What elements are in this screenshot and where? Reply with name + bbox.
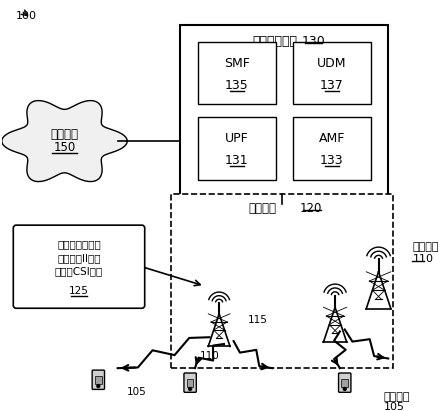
FancyBboxPatch shape: [293, 42, 371, 104]
Text: 133: 133: [320, 155, 344, 167]
Text: 110: 110: [412, 254, 433, 264]
FancyBboxPatch shape: [342, 379, 348, 386]
FancyBboxPatch shape: [95, 376, 101, 383]
FancyBboxPatch shape: [198, 42, 276, 104]
Text: 移动核心网络: 移动核心网络: [252, 35, 297, 48]
FancyBboxPatch shape: [171, 194, 393, 368]
Polygon shape: [2, 101, 127, 182]
Text: 137: 137: [320, 79, 344, 92]
Text: 135: 135: [225, 79, 249, 92]
Circle shape: [97, 385, 100, 388]
FancyBboxPatch shape: [187, 379, 194, 386]
Circle shape: [343, 388, 346, 390]
Text: 接入网络: 接入网络: [249, 202, 276, 215]
Text: 使用利用多级量
化的类型II码本
压缩的CSI反馈: 使用利用多级量 化的类型II码本 压缩的CSI反馈: [55, 240, 103, 276]
FancyBboxPatch shape: [184, 373, 196, 393]
Text: 100: 100: [16, 11, 37, 21]
Text: 115: 115: [248, 315, 268, 325]
Text: 105: 105: [127, 388, 147, 397]
Text: 105: 105: [383, 402, 404, 411]
FancyBboxPatch shape: [92, 370, 105, 389]
FancyBboxPatch shape: [180, 25, 388, 204]
FancyBboxPatch shape: [198, 117, 276, 180]
Text: 130: 130: [301, 35, 325, 48]
Text: 远程单元: 远程单元: [383, 393, 410, 402]
Text: 131: 131: [225, 155, 249, 167]
FancyBboxPatch shape: [13, 225, 145, 308]
Text: SMF: SMF: [224, 57, 250, 70]
Text: AMF: AMF: [319, 132, 345, 145]
Text: UPF: UPF: [225, 132, 249, 145]
Text: 基站单元: 基站单元: [412, 242, 439, 252]
FancyBboxPatch shape: [293, 117, 371, 180]
Text: 120: 120: [300, 202, 322, 215]
Text: UDM: UDM: [317, 57, 347, 70]
Circle shape: [189, 388, 191, 390]
FancyBboxPatch shape: [338, 373, 351, 393]
Text: 125: 125: [69, 286, 89, 296]
Text: 110: 110: [200, 351, 219, 361]
Text: 150: 150: [54, 141, 76, 155]
Text: 数据网络: 数据网络: [51, 128, 78, 141]
